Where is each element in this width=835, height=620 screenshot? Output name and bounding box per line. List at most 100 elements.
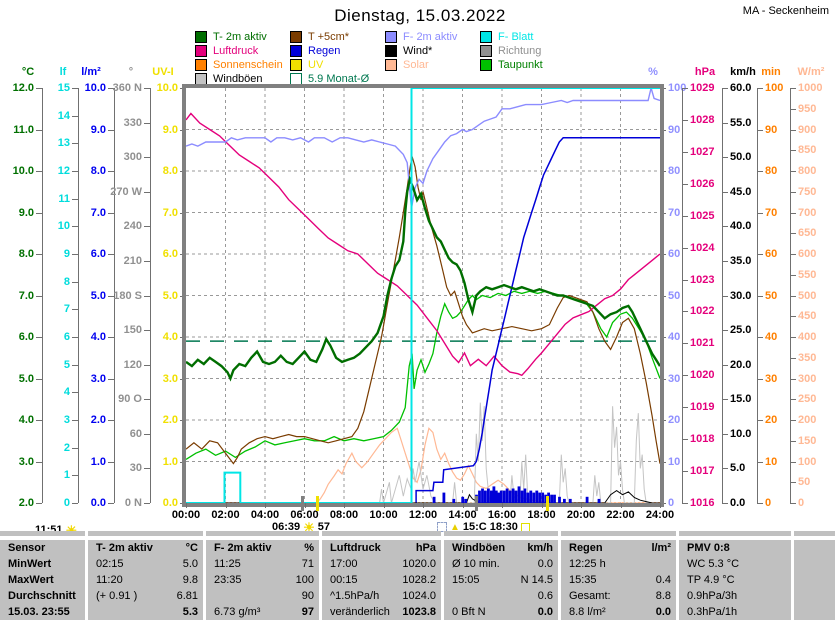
x-axis-label: 18:00 xyxy=(527,509,556,521)
table-top-strip xyxy=(444,531,558,536)
rain-rate-bar xyxy=(532,492,536,503)
table-row: 0.6 xyxy=(444,588,558,604)
axis-tick-label: 550 xyxy=(798,269,817,281)
rain-rate-bar xyxy=(535,490,539,503)
axis-tick-label: 200 xyxy=(798,414,817,426)
table-row: 0 Bft N 0.0 xyxy=(444,604,558,620)
table-cell xyxy=(444,588,452,604)
axis-unit-hpa: hPa xyxy=(694,66,716,78)
axis-unit-lf: lf xyxy=(59,66,67,78)
table-cell: 0.0 xyxy=(537,606,553,618)
table-empty-column xyxy=(794,540,835,620)
axis-tick-label: 360 N xyxy=(112,82,142,94)
axis-tick xyxy=(72,503,78,504)
axis-line-kmh xyxy=(722,88,723,503)
table-cell: 15:35 xyxy=(569,574,597,586)
table-cell: 02:15 xyxy=(96,558,124,570)
axis-tick xyxy=(144,226,150,227)
axis-tick-label: 1017 xyxy=(690,465,715,477)
axis-line-lm2 xyxy=(114,88,115,503)
axis-tick-label: 4 xyxy=(63,386,70,398)
moonrise-arrow-icon: ▲ xyxy=(450,521,460,533)
chart-plot-area xyxy=(182,84,664,507)
table-top-strip xyxy=(679,531,791,536)
rain-rate-bar xyxy=(526,492,530,503)
x-axis-tick xyxy=(620,503,622,508)
direction-marker xyxy=(475,496,479,511)
axis-tick xyxy=(36,254,42,255)
axis-tick-label: 50 xyxy=(798,476,811,488)
axis-tick xyxy=(757,130,763,131)
legend-item-label: T +5cm* xyxy=(308,30,350,43)
axis-tick-label: 12.0 xyxy=(12,82,34,94)
axis-tick xyxy=(108,379,114,380)
table-top-strip xyxy=(794,531,835,536)
sun-event-marker xyxy=(316,496,320,511)
legend-color-swatch xyxy=(290,58,302,71)
axis-tick xyxy=(757,88,763,89)
table-row: 17:00 1020.0 xyxy=(322,556,441,572)
sunset-time: 18:30 xyxy=(489,521,518,533)
legend-color-swatch xyxy=(480,58,492,71)
axis-tick-label: 10.0 xyxy=(84,82,106,94)
axis-tick-label: 2.0 xyxy=(90,414,106,426)
axis-tick-label: 90 xyxy=(765,124,778,136)
table-cell: 9.8 xyxy=(182,574,198,586)
axis-tick-label: 10 xyxy=(668,456,681,468)
axis-tick-label: 1018 xyxy=(690,433,715,445)
axis-tick xyxy=(72,254,78,255)
axis-tick-label: 850 xyxy=(798,144,817,156)
table-column-pmv-0-8: PMV 0:8 WC 5.3 °C TP 4.9 °C 0.9hPa/3h 0.3hPa… xyxy=(679,540,791,620)
axis-tick-label: 0 xyxy=(668,497,675,509)
axis-line-deg xyxy=(150,88,151,503)
axis-tick-label: 20 xyxy=(765,414,778,426)
axis-tick xyxy=(144,157,150,158)
table-header-label: T- 2m aktiv xyxy=(96,542,153,554)
axis-tick xyxy=(682,216,688,217)
axis-tick-label: 7 xyxy=(63,303,70,315)
axis-tick xyxy=(790,109,796,110)
table-cell: Ø 10 min. xyxy=(452,558,500,570)
axis-tick-label: 5.0 xyxy=(90,290,106,302)
table-cell: 11:20 xyxy=(96,574,123,586)
axis-tick-label: 4.0 xyxy=(162,331,178,343)
axis-tick xyxy=(72,171,78,172)
series-wind xyxy=(186,489,660,503)
x-axis-label: 16:00 xyxy=(487,509,517,521)
axis-tick-label: 10 xyxy=(765,456,778,468)
axis-tick xyxy=(682,311,688,312)
axis-tick-label: 20.0 xyxy=(730,359,752,371)
axis-tick-label: 9.0 xyxy=(162,124,178,136)
axis-line-hpa xyxy=(682,88,683,503)
legend-item-label: Wind* xyxy=(403,44,433,57)
table-cell: 0.0 xyxy=(655,606,671,618)
table-cell xyxy=(786,572,791,588)
series-t-2m-aktiv xyxy=(186,175,660,382)
axis-tick-label: 0.0 xyxy=(730,497,746,509)
x-axis-tick xyxy=(581,503,582,508)
axis-tick-label: 10.0 xyxy=(156,82,178,94)
table-cell: Gesamt: xyxy=(569,590,611,602)
table-cell: 5.0 xyxy=(182,558,198,570)
axis-tick-label: 2 xyxy=(63,442,70,454)
table-cell: 17:00 xyxy=(330,558,358,570)
sunrise-time: 06:39 xyxy=(272,521,301,533)
table-top-strip xyxy=(0,531,85,536)
axis-tick-label: 25.0 xyxy=(730,324,752,336)
axis-tick xyxy=(722,434,728,435)
legend-item-luftdruck: Luftdruck xyxy=(195,44,258,57)
axis-tick xyxy=(722,503,728,504)
axis-tick xyxy=(144,365,150,366)
axis-tick-label: 30 xyxy=(765,373,778,385)
axis-tick-label: 1016 xyxy=(690,497,715,509)
table-cell: 00:15 xyxy=(330,574,358,586)
axis-tick xyxy=(36,296,42,297)
axis-tick xyxy=(72,337,78,338)
axis-tick-label: 350 xyxy=(798,352,817,364)
axis-tick-label: 15 xyxy=(57,82,70,94)
axis-tick xyxy=(790,482,796,483)
rain-rate-bar xyxy=(478,490,481,503)
axis-unit-wm2: W/m² xyxy=(797,66,825,78)
axis-tick xyxy=(682,471,688,472)
table-row: ^1.5hPa/h 1024.0 xyxy=(322,588,441,604)
